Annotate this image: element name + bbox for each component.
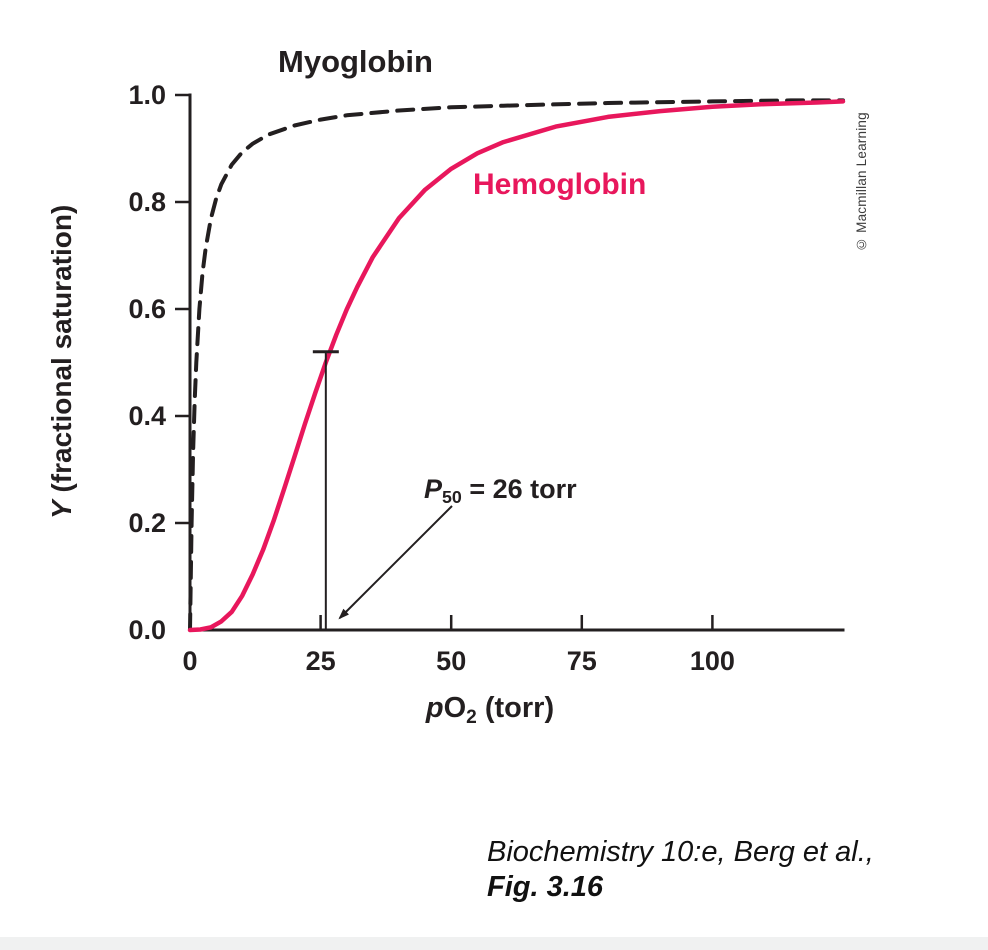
y-axis-text: (fractional saturation): [46, 204, 77, 501]
x-axis-o-symbol: O: [443, 692, 467, 724]
y-tick-label: 0.0: [128, 615, 166, 645]
copyright-label: © Macmillan Learning: [854, 112, 869, 252]
x-tick-label: 100: [690, 646, 735, 676]
p50-value: = 26 torr: [461, 474, 577, 504]
p50-symbol: P: [424, 474, 443, 504]
hemoglobin-label: Hemoglobin: [473, 168, 647, 201]
y-tick-label: 1.0: [128, 80, 166, 110]
y-axis-symbol: Y: [46, 500, 77, 520]
figure-caption: Biochemistry 10:e, Berg et al., Fig. 3.1…: [487, 835, 874, 905]
y-axis-label: Y (fractional saturation): [46, 112, 80, 612]
y-tick-label: 0.2: [128, 508, 166, 538]
x-axis-subscript: 2: [466, 707, 477, 728]
y-tick-label: 0.4: [128, 401, 166, 431]
x-axis-label: pO2 (torr): [340, 692, 640, 729]
p50-annotation: P50 = 26 torr: [424, 474, 577, 508]
p50-subscript: 50: [442, 487, 462, 507]
p50-arrow: [338, 505, 453, 620]
bottom-strip: [0, 937, 988, 950]
y-tick-label: 0.8: [128, 187, 166, 217]
myoglobin-label: Myoglobin: [278, 44, 433, 79]
x-axis-p-symbol: p: [425, 692, 444, 724]
hemoglobin-curve: [187, 99, 846, 633]
caption-figure-number: Fig. 3.16: [487, 871, 604, 903]
x-tick-label: 0: [182, 646, 197, 676]
myoglobin-curve: [188, 98, 845, 632]
x-tick-label: 75: [567, 646, 597, 676]
x-axis-units: (torr): [476, 692, 555, 724]
y-tick-label: 0.6: [128, 294, 166, 324]
x-tick-label: 50: [436, 646, 466, 676]
x-tick-label: 25: [306, 646, 336, 676]
binding-curve-chart: 0 25 50 75 100 0.0 0.2 0.4 0.6 0.8 1.0: [128, 80, 846, 676]
caption-source: Biochemistry 10:e, Berg et al.,: [487, 836, 874, 868]
